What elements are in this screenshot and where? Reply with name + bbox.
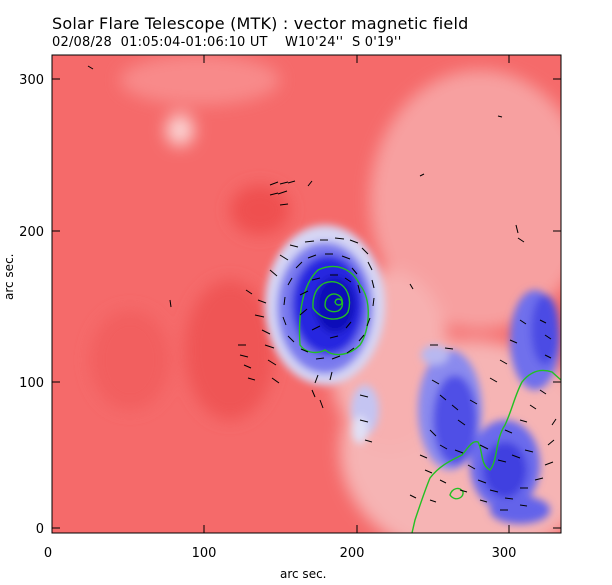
contour-lines [298, 265, 561, 533]
plot-frame [51, 54, 562, 534]
x-tick-label: 300 [492, 546, 517, 561]
x-tick-label: 200 [340, 546, 365, 561]
observation-info: 02/08/28 01:05:04-01:06:10 UT W10'24'' S… [52, 35, 402, 50]
x-tick-label: 100 [192, 546, 217, 561]
y-tick-label: 200 [19, 225, 44, 240]
image-title: Solar Flare Telescope (MTK) : vector mag… [52, 14, 469, 33]
transverse-field-vectors [87, 65, 557, 511]
x-tick-label: 0 [44, 546, 52, 561]
y-tick-label: 300 [19, 73, 44, 88]
x-axis-label: arc sec. [280, 567, 327, 581]
y-tick-label: 100 [19, 376, 44, 391]
magnetogram-image [52, 55, 561, 533]
axis-ticks [51, 55, 561, 533]
y-tick-label: 0 [36, 522, 44, 537]
